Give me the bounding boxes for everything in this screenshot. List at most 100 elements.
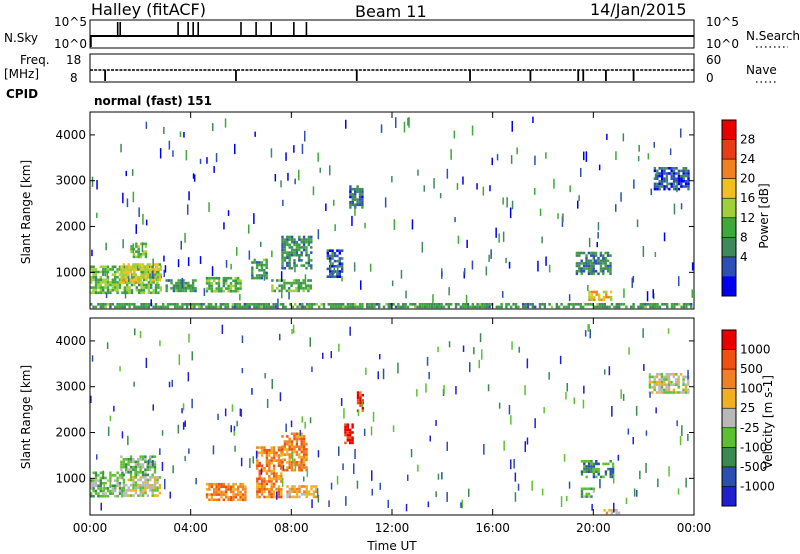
velocity-cell <box>144 460 147 464</box>
velocity-cell <box>583 487 586 491</box>
velocity-cell <box>134 476 138 479</box>
power-cell <box>338 275 341 278</box>
power-cell <box>99 275 102 279</box>
power-cell <box>329 270 332 273</box>
velocity-cell <box>172 465 174 474</box>
power-cell <box>281 259 284 262</box>
power-cell <box>505 303 508 306</box>
power-cell <box>675 172 678 175</box>
power-cell <box>502 197 504 205</box>
power-cell <box>92 286 95 289</box>
power-cell <box>130 303 134 306</box>
velocity-cell <box>302 458 306 462</box>
power-cell <box>361 206 364 209</box>
power-cell <box>676 181 678 193</box>
velocity-cell <box>116 484 119 488</box>
velocity-cell <box>265 495 269 499</box>
velocity-cell <box>144 486 147 490</box>
power-cell <box>351 198 354 201</box>
power-cell <box>534 188 536 195</box>
velocity-cell <box>611 465 615 468</box>
power-cell <box>114 270 117 274</box>
velocity-cell <box>283 458 287 462</box>
power-cell <box>338 262 341 265</box>
power-cell <box>660 167 664 170</box>
velocity-cell <box>642 328 644 338</box>
velocity-cell <box>272 459 276 462</box>
velocity-cell <box>144 483 147 487</box>
power-cell <box>309 279 312 282</box>
power-cell <box>265 261 268 264</box>
velocity-cell <box>120 460 123 464</box>
power-cell <box>338 259 341 263</box>
power-cell <box>553 178 555 189</box>
velocity-cell <box>90 494 93 498</box>
velocity-cell <box>281 477 284 488</box>
power-cell <box>682 174 685 178</box>
power-cell <box>306 305 309 309</box>
power-cell <box>677 169 681 173</box>
power-cell <box>121 273 124 276</box>
power-cell <box>157 286 160 289</box>
velocity-cell <box>356 393 360 397</box>
power-cell <box>288 243 291 247</box>
velocity-cell <box>222 498 225 502</box>
velocity-cell <box>288 487 292 491</box>
power-cell <box>334 303 338 306</box>
velocity-cell <box>277 446 281 449</box>
velocity-cell <box>446 441 448 451</box>
velocity-cell <box>116 481 119 485</box>
power-cell <box>675 177 678 180</box>
power-cell <box>531 305 534 309</box>
power-cell <box>338 265 341 268</box>
power-cell <box>144 271 147 274</box>
power-cell <box>502 231 505 242</box>
velocity-cell <box>263 487 266 491</box>
power-cell <box>139 281 142 284</box>
power-cell <box>147 291 150 295</box>
velocity-cell <box>672 375 676 379</box>
power-cell <box>97 286 100 289</box>
power-cell <box>349 187 352 191</box>
power-cell <box>102 273 105 276</box>
velocity-cell <box>288 490 292 493</box>
power-cell <box>150 273 153 276</box>
velocity-colorbar-tick-label: 1000 <box>740 343 771 357</box>
velocity-cell <box>655 391 659 394</box>
power-cell <box>471 305 474 309</box>
velocity-cell <box>290 420 293 428</box>
power-cell <box>224 118 227 128</box>
velocity-cell <box>94 476 98 480</box>
velocity-cell <box>675 383 678 386</box>
velocity-cell <box>133 381 135 387</box>
velocity-cell <box>590 470 593 473</box>
power-cell <box>189 287 192 290</box>
velocity-cell <box>295 437 299 441</box>
velocity-cell <box>361 409 364 413</box>
power-cell <box>189 289 192 293</box>
velocity-cell <box>270 461 273 465</box>
power-cell <box>212 123 214 132</box>
power-cell <box>116 281 119 284</box>
power-cell <box>541 303 544 306</box>
velocity-cell <box>210 485 213 489</box>
power-cell <box>319 167 321 173</box>
velocity-cell <box>288 448 291 451</box>
velocity-cell <box>315 487 318 491</box>
velocity-cell <box>291 451 294 463</box>
velocity-cell <box>153 476 157 479</box>
velocity-cell <box>122 483 126 487</box>
velocity-cell <box>227 498 230 502</box>
velocity-cell <box>653 380 656 384</box>
velocity-cell <box>317 450 320 458</box>
power-cell <box>478 303 482 306</box>
power-cell <box>665 172 669 175</box>
power-cell <box>234 305 237 309</box>
power-cell <box>464 305 467 309</box>
x-tick-label: 12:00 <box>375 521 410 535</box>
velocity-cell <box>265 451 269 455</box>
velocity-cell <box>94 484 98 488</box>
power-cell <box>387 303 390 306</box>
power-cell <box>433 303 436 306</box>
